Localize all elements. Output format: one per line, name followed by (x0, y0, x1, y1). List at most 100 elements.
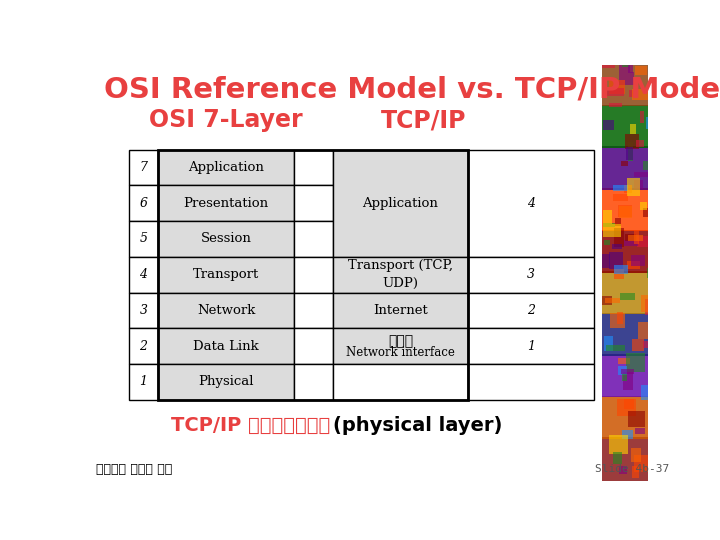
Bar (624, 240, 638, 246)
Bar (626, 353, 645, 372)
Bar (647, 268, 665, 278)
Bar (631, 90, 649, 100)
Bar (158, 364, 294, 400)
Bar (129, 256, 158, 293)
Bar (632, 466, 639, 478)
Bar (601, 437, 648, 481)
Text: 6: 6 (140, 197, 148, 210)
Bar (619, 55, 631, 72)
Bar (609, 80, 626, 94)
Bar (294, 221, 333, 256)
Bar (628, 411, 644, 427)
Bar (615, 218, 621, 226)
Text: Data Link: Data Link (193, 340, 259, 353)
Text: 7: 7 (140, 161, 148, 174)
Bar (641, 385, 651, 400)
Bar (631, 255, 645, 266)
Text: 1: 1 (527, 340, 535, 353)
Bar (129, 328, 158, 364)
Bar (333, 256, 468, 293)
Bar (637, 236, 653, 247)
Bar (601, 354, 648, 397)
Bar (333, 150, 468, 256)
Bar (628, 64, 633, 73)
Bar (468, 293, 594, 328)
Bar (333, 328, 468, 364)
Bar (618, 206, 632, 218)
Text: Internet: Internet (373, 304, 428, 317)
Bar (603, 222, 615, 227)
Bar (622, 374, 627, 381)
Bar (630, 124, 636, 134)
Bar (333, 364, 468, 400)
Text: TCP/IP 沒有定義實體層: TCP/IP 沒有定義實體層 (171, 416, 330, 435)
Bar (606, 298, 620, 302)
Text: 網路卡: 網路卡 (388, 334, 413, 348)
Bar (634, 172, 650, 178)
Bar (646, 117, 662, 130)
Bar (468, 328, 594, 364)
Bar (333, 293, 468, 328)
Bar (294, 256, 333, 293)
Bar (628, 235, 643, 241)
Bar (613, 194, 629, 201)
Bar (468, 150, 594, 256)
Bar (606, 345, 625, 351)
Bar (624, 185, 632, 193)
Bar (622, 63, 629, 67)
Bar (602, 296, 612, 305)
Text: Presentation: Presentation (184, 197, 269, 210)
Bar (618, 366, 626, 375)
Bar (601, 55, 615, 68)
Bar (617, 400, 636, 416)
Bar (158, 150, 468, 400)
Bar (601, 230, 648, 273)
Bar (613, 453, 621, 464)
Bar (639, 111, 644, 123)
Text: OSI 7-Layer: OSI 7-Layer (149, 108, 303, 132)
Bar (603, 240, 610, 245)
Text: (physical layer): (physical layer) (333, 416, 502, 435)
Text: Network: Network (197, 304, 255, 317)
Text: 2: 2 (140, 340, 148, 353)
Bar (605, 336, 613, 352)
Text: 1: 1 (140, 375, 148, 388)
Bar (129, 293, 158, 328)
Text: Application: Application (188, 161, 264, 174)
Bar (158, 150, 294, 185)
Text: 3: 3 (140, 304, 148, 317)
Bar (158, 185, 294, 221)
Bar (645, 299, 657, 315)
Bar (619, 467, 627, 474)
Bar (608, 252, 624, 269)
Text: OSI Reference Model vs. TCP/IP Model: OSI Reference Model vs. TCP/IP Model (104, 76, 720, 104)
Bar (158, 328, 294, 364)
Bar (601, 271, 648, 314)
Bar (610, 313, 625, 328)
Bar (614, 269, 624, 279)
Text: Session: Session (201, 232, 251, 245)
Bar (601, 396, 648, 439)
Bar (621, 369, 634, 374)
Bar (626, 147, 633, 160)
Bar (601, 105, 648, 148)
Bar (631, 448, 641, 462)
Bar (601, 313, 648, 356)
Text: Transport: Transport (193, 268, 259, 281)
Text: Network interface: Network interface (346, 346, 455, 359)
Bar (623, 372, 633, 390)
Bar (613, 185, 628, 191)
Bar (129, 221, 158, 256)
Bar (626, 178, 640, 196)
Bar (624, 399, 634, 409)
Bar (468, 364, 594, 400)
Bar (625, 234, 636, 241)
Bar (468, 256, 594, 293)
Bar (626, 261, 641, 269)
Bar (129, 185, 158, 221)
Bar (634, 230, 639, 244)
Bar (644, 208, 652, 218)
Bar (642, 161, 661, 170)
Bar (601, 146, 648, 190)
Bar (617, 312, 623, 325)
